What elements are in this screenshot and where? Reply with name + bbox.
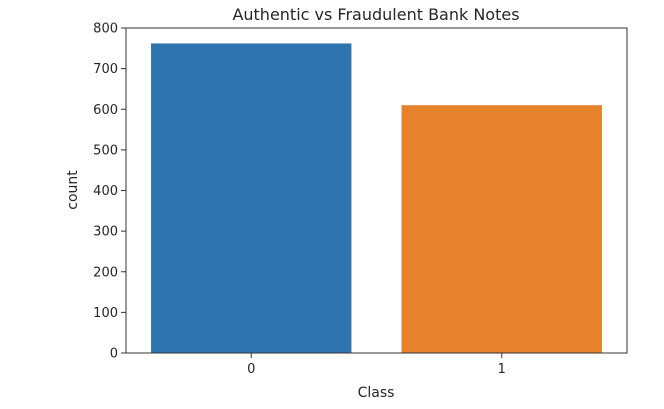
y-tick-label: 300: [93, 225, 118, 240]
bar-class-0: [151, 43, 352, 353]
y-tick-label: 500: [93, 143, 118, 158]
y-tick-label: 100: [93, 306, 118, 321]
y-axis-ticks: 0 100 200 300 400 500 600 700 800: [93, 22, 126, 362]
x-axis-label: Class: [358, 385, 395, 401]
plot-frame: [125, 27, 628, 354]
chart-title: Authentic vs Fraudulent Bank Notes: [232, 5, 519, 24]
y-tick-label: 200: [93, 265, 118, 280]
bars-group: [151, 43, 602, 353]
y-tick-label: 600: [93, 103, 118, 118]
y-tick-label: 0: [110, 347, 118, 362]
y-tick-label: 700: [93, 62, 118, 77]
y-tick-label: 800: [93, 22, 118, 37]
x-tick-label: 0: [247, 362, 255, 377]
x-tick-label: 1: [498, 362, 506, 377]
y-axis-label: count: [65, 170, 81, 210]
y-tick-label: 400: [93, 184, 118, 199]
bar-class-1: [401, 105, 602, 353]
